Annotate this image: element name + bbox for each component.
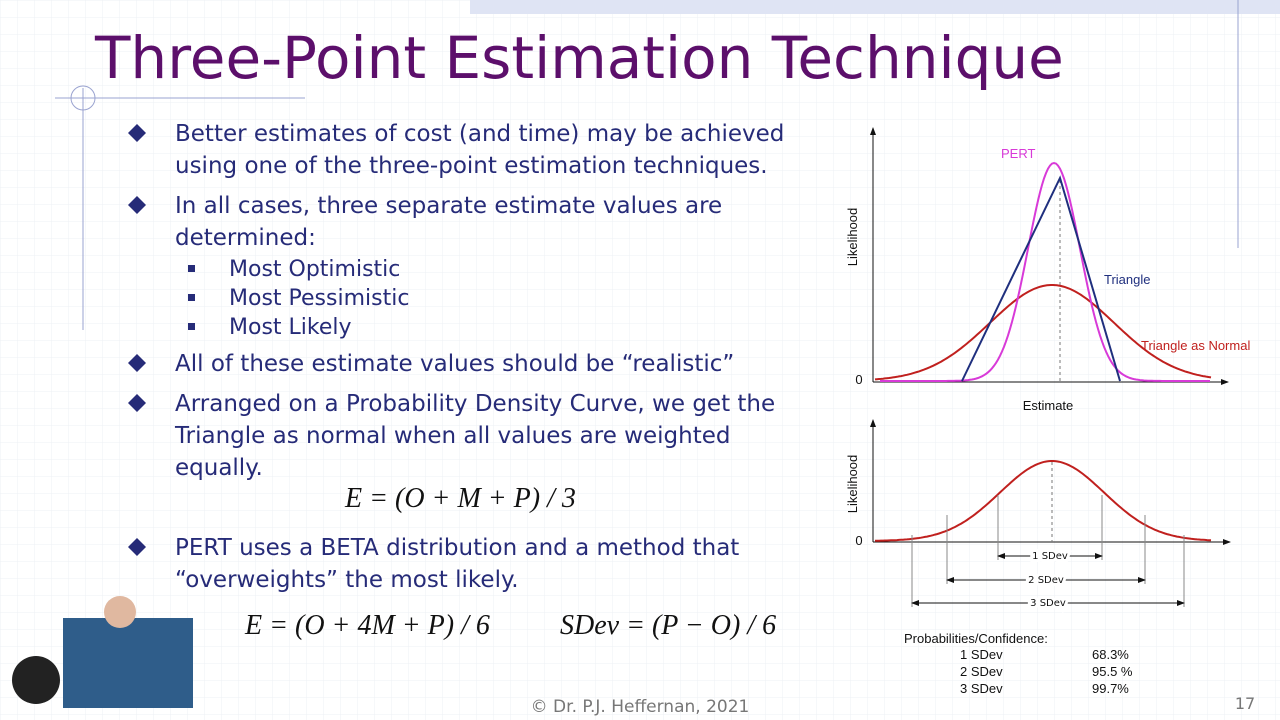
bullet-text: determined: [175,225,316,251]
formula: E = (O + M + P) / 3 [344,483,576,514]
sub-bullet-marker [188,294,195,301]
sdev-label: 2 SDev [1028,575,1064,586]
bullet-text: Better estimates of cost (and time) may … [175,121,784,147]
page-number: 17 [1235,694,1255,713]
pert-curve [880,161,1210,382]
bullet-diamond [128,196,146,214]
prob-value: 95.5 % [1092,664,1133,679]
normal-curve [874,460,1212,542]
presenter-head [104,596,136,628]
prob-label: 3 SDev [960,681,1003,696]
bullets: Better estimates of cost (and time) may … [128,121,784,593]
bullet-text: Arranged on a Probability Density Curve,… [175,391,775,417]
y-label: Likelihood [845,208,860,267]
bullet-diamond [128,394,146,412]
prob-value: 68.3% [1092,647,1129,662]
bullet-text: using one of the three-point estimation … [175,153,768,179]
bullet-diamond [128,354,146,372]
sdev-label: 3 SDev [1030,598,1066,609]
triangle-label: Triangle [1104,272,1150,287]
normal-label: Triangle as Normal [1141,338,1250,353]
presenter-video [63,618,193,708]
probabilities: Probabilities/Confidence: 1 SDev 68.3% 2 S… [904,631,1133,696]
logo [12,656,60,704]
top-bar [470,0,1280,14]
y-label: Likelihood [845,455,860,514]
sub-bullet-marker [188,265,195,272]
prob-label: 2 SDev [960,664,1003,679]
figure-1: Likelihood Estimate 0 PERT Triangle Tria… [845,127,1250,413]
bullet-diamond [128,124,146,142]
formula: SDev = (P − O) / 6 [560,610,776,641]
prob-heading: Probabilities/Confidence: [904,631,1048,646]
bullet-text: All of these estimate values should be “… [175,351,734,377]
sub-bullet-text: Most Pessimistic [229,286,409,311]
title: Three-Point Estimation Technique [94,24,1064,92]
bullet-text: Triangle as normal when all values are w… [174,423,730,449]
triangle [961,175,1121,382]
prob-value: 99.7% [1092,681,1129,696]
bullet-text: equally. [175,455,263,481]
sub-bullet-text: Most Optimistic [229,257,400,282]
prob-label: 1 SDev [960,647,1003,662]
figure-2: Likelihood 0 1 SDev 2 SDev 3 SDev [845,419,1231,612]
sub-bullet-text: Most Likely [229,315,352,340]
bullet-diamond [128,538,146,556]
zero-label: 0 [855,533,862,548]
footer: © Dr. P.J. Heffernan, 2021 [531,697,750,717]
sub-bullet-marker [188,323,195,330]
deco-circle [70,85,96,111]
bullet-text: In all cases, three separate estimate va… [175,193,722,219]
normal-curve [874,284,1212,381]
sdev-label: 1 SDev [1032,551,1068,562]
pert-label: PERT [1001,146,1035,161]
zero-label: 0 [855,372,862,387]
formula: E = (O + 4M + P) / 6 [244,610,490,641]
bullet-text: “overweights” the most likely. [175,567,519,593]
bullet-text: PERT uses a BETA distribution and a meth… [175,535,739,561]
x-label: Estimate [1023,398,1074,413]
